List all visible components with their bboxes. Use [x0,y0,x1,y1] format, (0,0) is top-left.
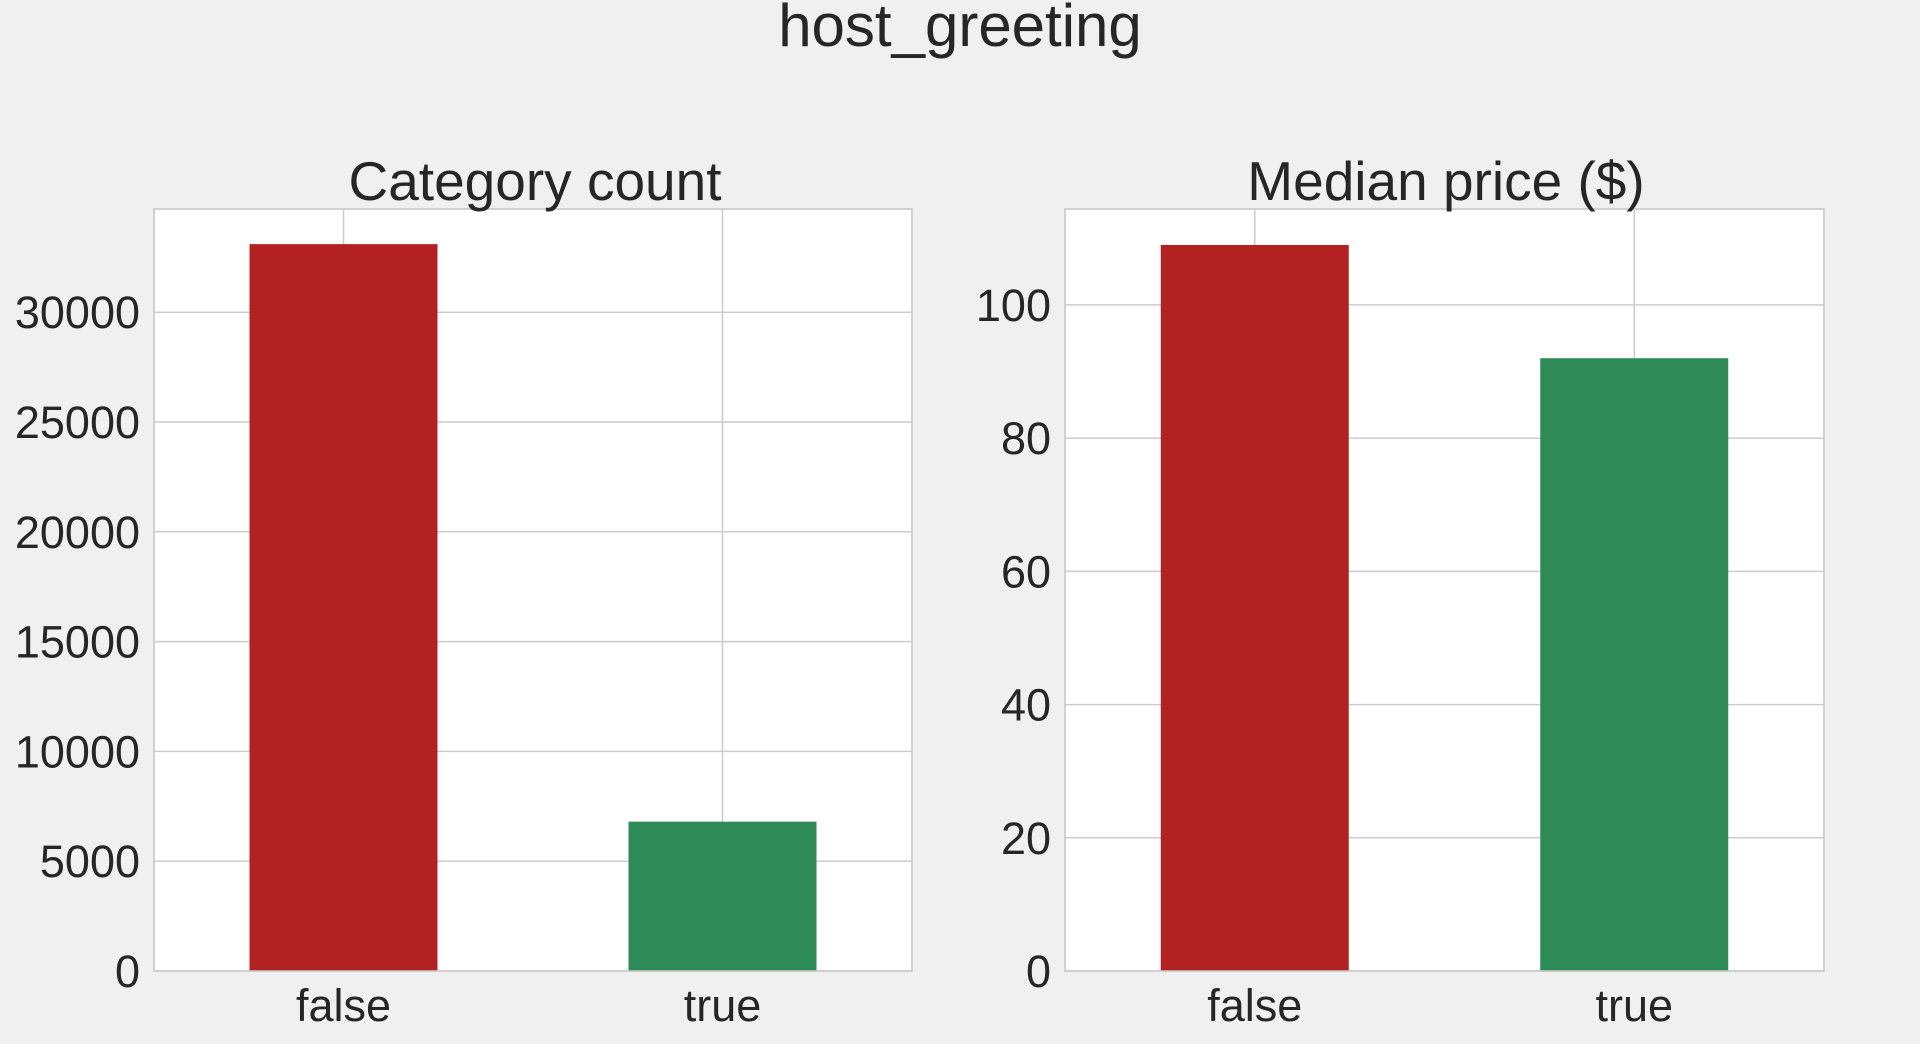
median-price-x-tick-label: false [1207,980,1302,1031]
median-price-y-tick-label: 20 [1001,813,1051,864]
median-price-chart-title: Median price ($) [1247,150,1644,212]
count-y-tick-label: 5000 [40,836,140,887]
count-y-tick-label: 10000 [15,726,140,777]
count-y-tick-label: 25000 [15,397,140,448]
median-price-y-tick-label: 40 [1001,680,1051,731]
figure-title: host_greeting [778,0,1142,59]
count-y-tick-label: 0 [115,946,140,997]
median-price-chart-panel: 0 20 40 60 80 100 false true Median price ($) [976,150,1825,1031]
count-bar-true [628,821,817,971]
count-y-tick-label: 20000 [15,507,140,558]
count-chart-title: Category count [349,150,722,212]
count-y-tick-label: 15000 [15,617,140,668]
count-x-tick-label: true [684,980,762,1031]
count-x-tick-label: false [296,980,391,1031]
median-price-bar-true [1540,358,1729,972]
count-y-tick-label: 30000 [15,287,140,338]
median-price-x-tick-label: true [1595,980,1673,1031]
median-price-y-tick-label: 100 [976,280,1051,331]
median-price-bar-false [1160,244,1349,972]
count-plot-frame [153,208,913,972]
median-price-y-tick-label: 80 [1001,413,1051,464]
median-price-y-tick-label: 60 [1001,546,1051,597]
median-price-y-tick-label: 0 [1026,946,1051,997]
count-bar-false [249,244,438,972]
count-chart-panel: 0 5000 10000 15000 20000 25000 30000 false true C… [15,150,913,1031]
median-price-plot-frame [1064,208,1825,972]
